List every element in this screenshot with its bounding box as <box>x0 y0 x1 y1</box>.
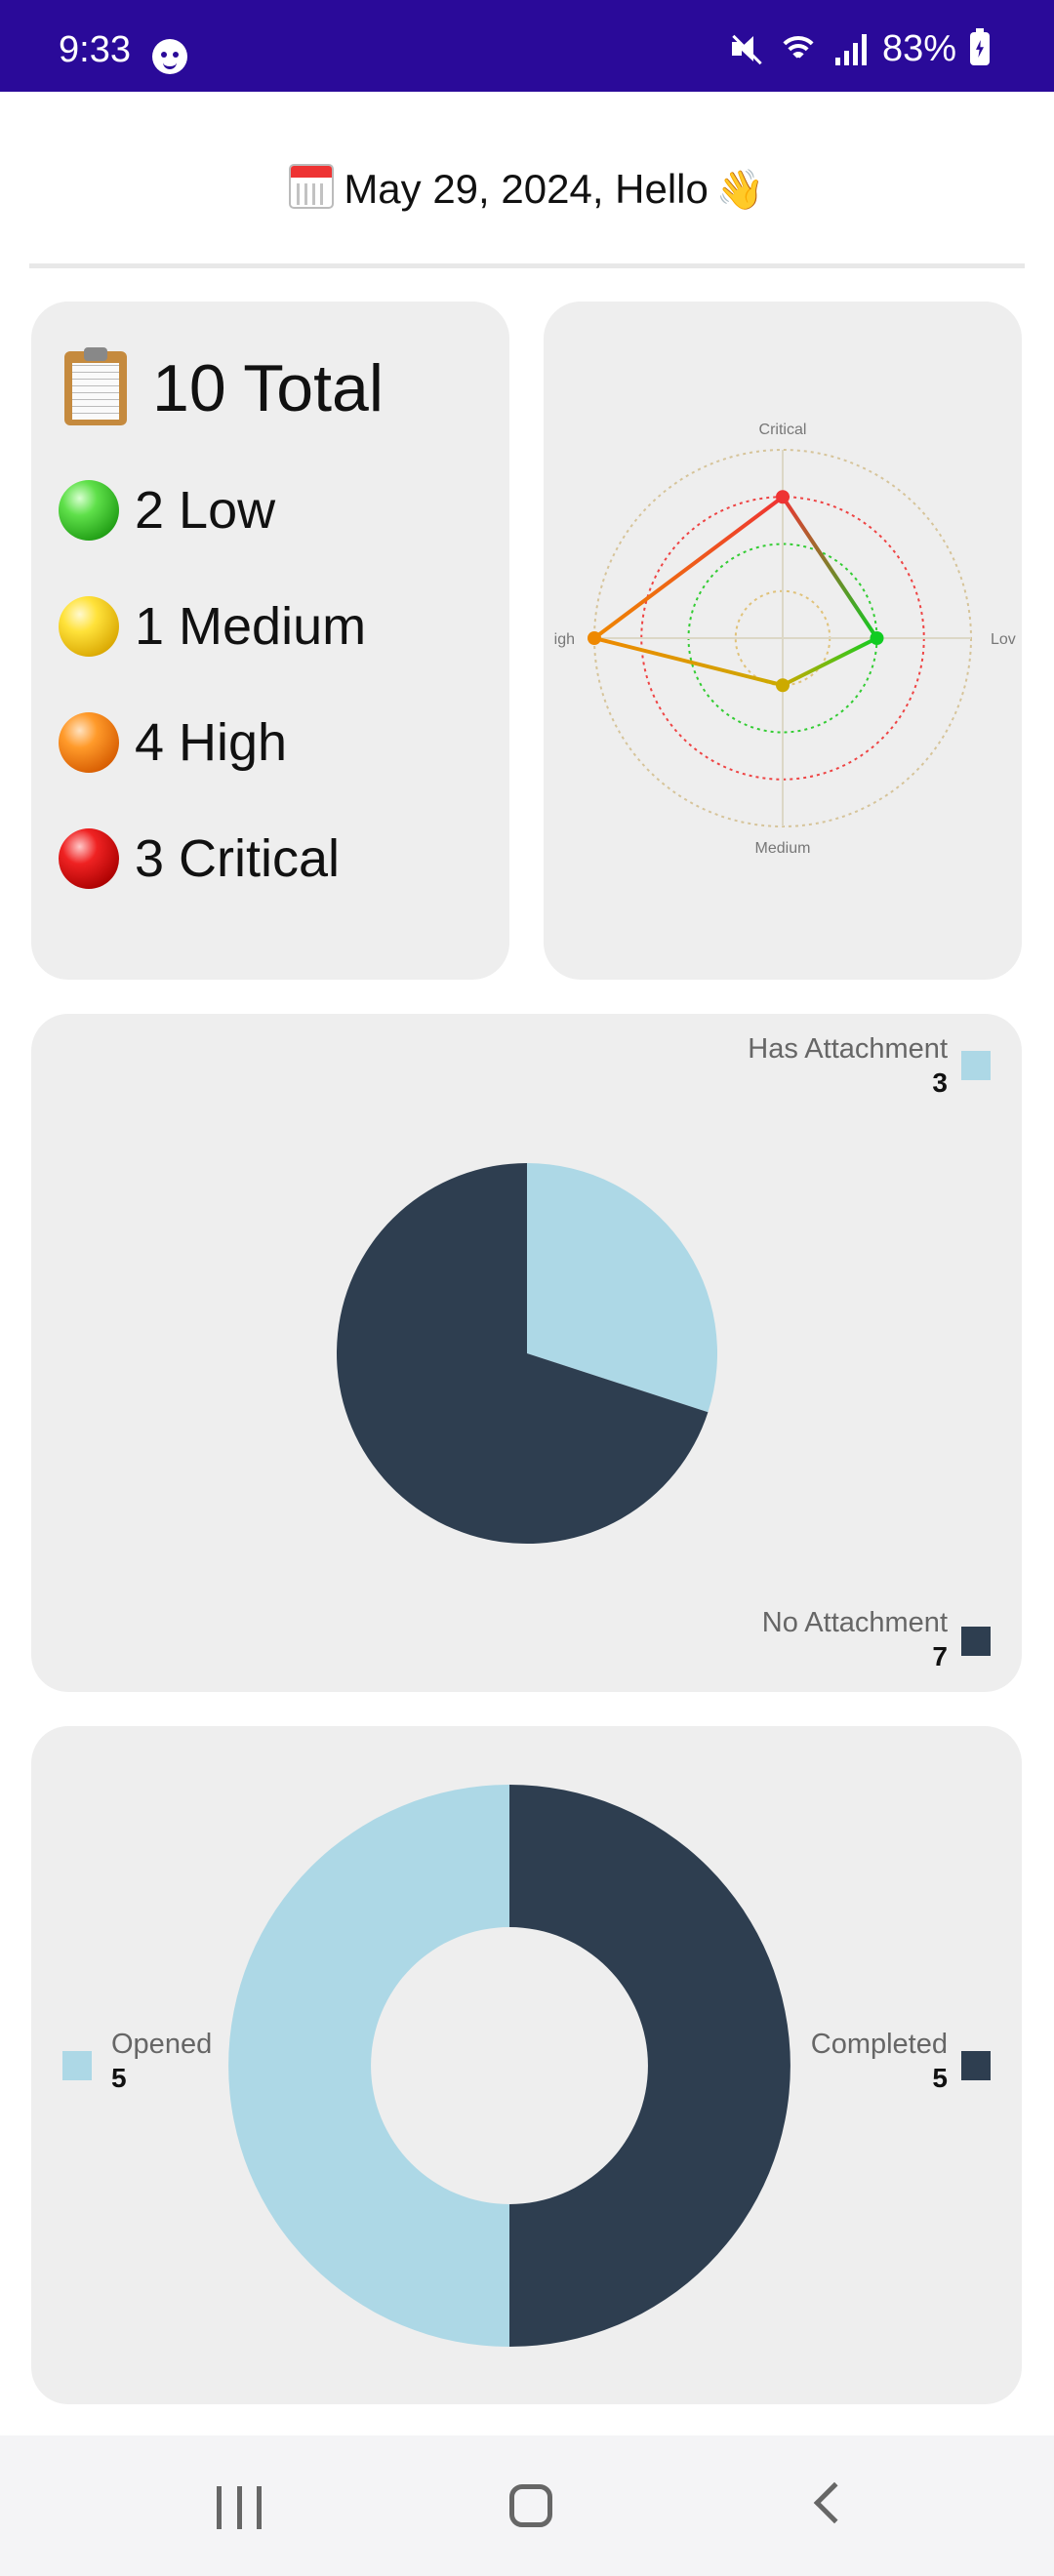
wifi-icon <box>776 32 820 65</box>
pie-slice-has-attachment <box>527 1163 717 1413</box>
legend-opened: Opened 5 <box>111 2029 212 2094</box>
orange-circle-icon <box>59 712 119 773</box>
severity-summary-card: 10 Total 2 Low 1 Medium 4 High 3 Critica… <box>31 302 509 980</box>
donut-slice-completed <box>509 1785 790 2347</box>
total-count: 10 Total <box>64 347 384 426</box>
battery-charging-icon <box>970 28 990 65</box>
navigation-bar <box>0 2435 1054 2576</box>
header-divider <box>29 263 1025 268</box>
status-icons: 83% <box>730 27 990 69</box>
radar-edge <box>592 495 785 640</box>
attachment-pie-chart <box>337 1163 717 1544</box>
legend-opened-label: Opened <box>111 2029 213 2060</box>
severity-low: 2 Low <box>59 480 275 541</box>
calendar-icon <box>289 164 335 209</box>
radar-edge <box>781 496 879 640</box>
greeting-text: May 29, 2024, Hello <box>344 166 709 212</box>
legend-no-attachment-swatch <box>961 1627 991 1656</box>
radar-edge <box>593 636 784 688</box>
legend-has-attachment-value: 3 <box>932 1067 948 1098</box>
severity-medium-label: 1 Medium <box>135 597 367 656</box>
legend-completed: Completed 5 <box>811 2029 948 2094</box>
legend-completed-label: Completed <box>810 2029 948 2060</box>
radar-point-low <box>870 631 884 645</box>
legend-has-attachment-swatch <box>961 1051 991 1080</box>
mute-icon <box>730 32 763 65</box>
donut-slice-opened <box>228 1785 510 2347</box>
radar-point-medium <box>776 678 790 693</box>
legend-no-attachment: No Attachment 7 <box>762 1607 948 1672</box>
clipboard-icon <box>64 347 127 425</box>
home-button[interactable] <box>509 2484 552 2527</box>
legend-completed-value: 5 <box>932 2063 948 2093</box>
status-bar: 9:33 83% <box>0 0 1054 92</box>
severity-critical: 3 Critical <box>59 828 340 889</box>
status-time: 9:33 <box>59 29 131 70</box>
status-donut-chart <box>228 1785 790 2347</box>
radar-edge <box>782 636 878 688</box>
date-greeting: May 29, 2024, Hello 👋 <box>0 164 1054 213</box>
severity-radar-chart: Critical Lov Medium igh <box>554 422 1016 857</box>
red-circle-icon <box>59 828 119 889</box>
radar-label-high: igh <box>554 631 575 648</box>
legend-no-attachment-label: No Attachment <box>761 1607 948 1638</box>
legend-no-attachment-value: 7 <box>932 1641 948 1671</box>
radar-label-critical: Critical <box>759 422 807 438</box>
legend-opened-swatch <box>62 2051 92 2080</box>
legend-opened-value: 5 <box>111 2063 127 2093</box>
notification-face-icon <box>152 39 187 74</box>
radar-label-medium: Medium <box>755 840 811 857</box>
pie-slice-no-attachment <box>337 1163 709 1544</box>
waving-hand-icon: 👋 <box>715 169 765 212</box>
radar-label-low: Lov <box>991 631 1016 648</box>
recent-apps-button[interactable] <box>217 2486 262 2529</box>
attachment-pie-card: Has Attachment 3 No Attachment 7 <box>31 1014 1022 1692</box>
severity-critical-label: 3 Critical <box>135 829 341 888</box>
severity-low-label: 2 Low <box>135 481 276 540</box>
radar-point-high <box>588 631 601 645</box>
legend-has-attachment: Has Attachment 3 <box>748 1033 948 1099</box>
severity-high: 4 High <box>59 712 287 773</box>
yellow-circle-icon <box>59 596 119 657</box>
severity-high-label: 4 High <box>135 713 288 772</box>
signal-icon <box>833 32 869 65</box>
status-donut-card: Opened 5 Completed 5 <box>31 1726 1022 2404</box>
radar-point-critical <box>776 490 790 504</box>
back-button[interactable] <box>813 2481 856 2524</box>
legend-completed-swatch <box>961 2051 991 2080</box>
severity-radar-card: Critical Lov Medium igh <box>544 302 1022 980</box>
green-circle-icon <box>59 480 119 541</box>
legend-has-attachment-label: Has Attachment <box>748 1033 948 1065</box>
severity-medium: 1 Medium <box>59 596 366 657</box>
battery-percent: 83% <box>881 27 956 69</box>
total-label: 10 Total <box>152 351 384 425</box>
